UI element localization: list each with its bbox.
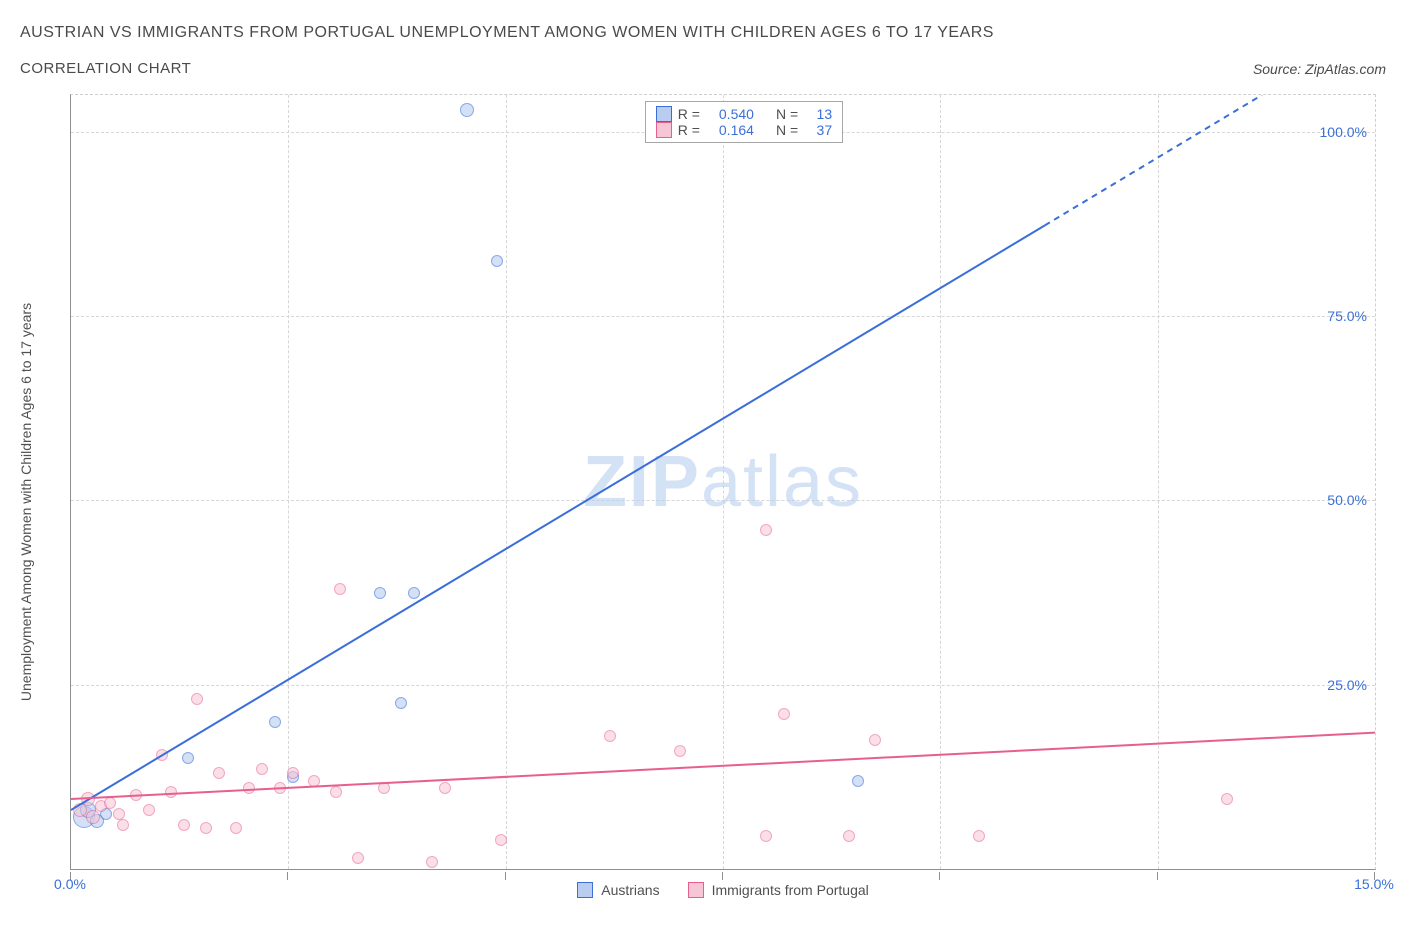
data-point xyxy=(460,103,474,117)
y-axis-label: Unemployment Among Women with Children A… xyxy=(18,303,34,701)
data-point xyxy=(439,782,451,794)
data-point xyxy=(243,782,255,794)
stats-legend: R = 0.540 N = 13 R = 0.164 N = 37 xyxy=(645,101,843,143)
data-point xyxy=(330,786,342,798)
gridline-v xyxy=(1158,95,1159,869)
series-legend: Austrians Immigrants from Portugal xyxy=(70,882,1376,898)
gridline-v xyxy=(723,95,724,869)
source-attribution: Source: ZipAtlas.com xyxy=(1253,61,1386,77)
data-point xyxy=(973,830,985,842)
x-tick-mark xyxy=(1157,872,1158,880)
data-point xyxy=(178,819,190,831)
data-point xyxy=(104,797,116,809)
series-legend-label: Austrians xyxy=(601,882,659,898)
y-tick-label: 50.0% xyxy=(1327,492,1367,508)
data-point xyxy=(604,730,616,742)
page-title: AUSTRIAN VS IMMIGRANTS FROM PORTUGAL UNE… xyxy=(20,24,1386,42)
data-point xyxy=(426,856,438,868)
correlation-chart: Unemployment Among Women with Children A… xyxy=(20,94,1386,910)
data-point xyxy=(760,524,772,536)
gridline-v xyxy=(940,95,941,869)
x-tick-label: 0.0% xyxy=(54,876,86,892)
data-point xyxy=(1221,793,1233,805)
legend-swatch xyxy=(656,106,672,122)
stats-legend-row: R = 0.540 N = 13 xyxy=(656,106,832,122)
n-value: 37 xyxy=(804,122,832,138)
data-point xyxy=(843,830,855,842)
plot-area: ZIPatlas R =0.540N =13R =0.164N =37 25.0… xyxy=(70,94,1376,870)
r-value: 0.540 xyxy=(706,106,754,122)
y-tick-label: 100.0% xyxy=(1320,124,1367,140)
data-point xyxy=(81,792,95,806)
series-legend-label: Immigrants from Portugal xyxy=(712,882,869,898)
data-point xyxy=(269,716,281,728)
data-point xyxy=(495,834,507,846)
n-label: N = xyxy=(776,106,798,122)
data-point xyxy=(308,775,320,787)
data-point xyxy=(156,749,168,761)
data-point xyxy=(213,767,225,779)
n-label: N = xyxy=(776,122,798,138)
r-label: R = xyxy=(678,122,700,138)
stats-legend-row: R = 0.164 N = 37 xyxy=(656,122,832,138)
data-point xyxy=(191,693,203,705)
data-point xyxy=(117,819,129,831)
gridline-v xyxy=(288,95,289,869)
data-point xyxy=(869,734,881,746)
y-tick-label: 75.0% xyxy=(1327,308,1367,324)
data-point xyxy=(374,587,386,599)
data-point xyxy=(334,583,346,595)
data-point xyxy=(143,804,155,816)
data-point xyxy=(408,587,420,599)
chart-subtitle: CORRELATION CHART xyxy=(20,60,191,77)
x-tick-mark xyxy=(722,872,723,880)
series-legend-item: Immigrants from Portugal xyxy=(688,882,869,898)
x-tick-mark xyxy=(287,872,288,880)
legend-swatch xyxy=(577,882,593,898)
data-point xyxy=(274,782,286,794)
data-point xyxy=(256,763,268,775)
n-value: 13 xyxy=(804,106,832,122)
data-point xyxy=(352,852,364,864)
x-tick-label: 15.0% xyxy=(1354,876,1394,892)
data-point xyxy=(852,775,864,787)
data-point xyxy=(200,822,212,834)
data-point xyxy=(130,789,142,801)
series-legend-item: Austrians xyxy=(577,882,659,898)
y-tick-label: 25.0% xyxy=(1327,677,1367,693)
gridline-v xyxy=(506,95,507,869)
data-point xyxy=(674,745,686,757)
x-tick-mark xyxy=(505,872,506,880)
data-point xyxy=(760,830,772,842)
data-point xyxy=(86,810,100,824)
data-point xyxy=(230,822,242,834)
x-tick-mark xyxy=(939,872,940,880)
data-point xyxy=(165,786,177,798)
data-point xyxy=(491,255,503,267)
r-value: 0.164 xyxy=(706,122,754,138)
data-point xyxy=(182,752,194,764)
data-point xyxy=(778,708,790,720)
legend-swatch xyxy=(656,122,672,138)
r-label: R = xyxy=(678,106,700,122)
data-point xyxy=(395,697,407,709)
data-point xyxy=(287,767,299,779)
legend-swatch xyxy=(688,882,704,898)
data-point xyxy=(378,782,390,794)
